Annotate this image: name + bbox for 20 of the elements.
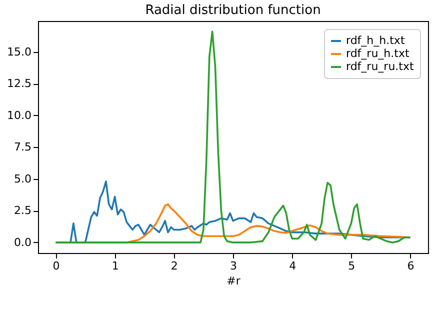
x-axis-title: #r [226,274,241,288]
legend-label: rdf_h_h.txt [346,34,406,47]
y-tick-label: 5.0 [14,172,32,186]
x-tick-label: 1 [112,260,119,272]
legend-label: rdf_ru_h.txt [346,47,410,60]
x-tick-label: 6 [407,260,414,272]
y-tick-label: 10.0 [7,108,32,122]
y-tick-label: 2.5 [14,204,32,218]
chart-title: Radial distribution function [145,3,321,18]
y-tick-label: 7.5 [14,140,32,154]
x-tick-label: 0 [52,260,60,272]
x-tick-label: 3 [230,260,237,272]
legend-label: rdf_ru_ru.txt [346,60,414,73]
x-tick-label: 2 [170,260,178,272]
y-tick-label: 0.0 [14,236,32,249]
x-tick-label: 5 [348,260,356,272]
y-tick-label: 12.5 [7,77,32,90]
x-tick-label: 4 [289,260,296,272]
y-tick-label: 15.0 [7,45,32,58]
line-series [54,30,412,244]
